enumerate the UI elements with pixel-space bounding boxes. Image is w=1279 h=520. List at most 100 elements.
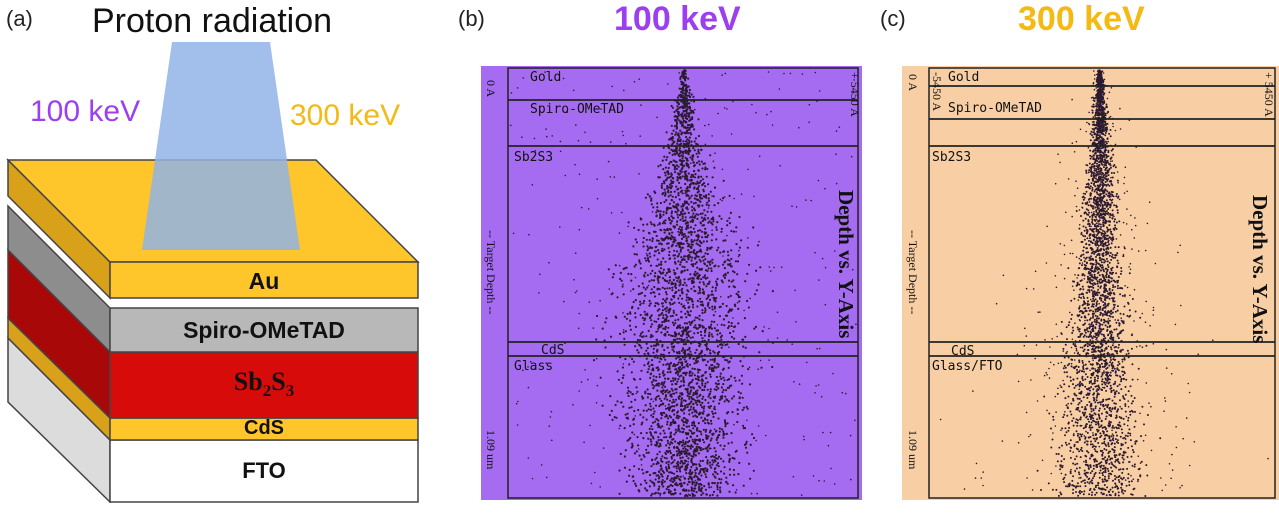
- ion-point: [1101, 389, 1103, 391]
- ion-point: [1079, 402, 1081, 404]
- ion-point: [681, 444, 683, 446]
- ion-point: [662, 402, 664, 404]
- ion-point: [702, 281, 704, 283]
- ion-point: [692, 182, 694, 184]
- ion-point: [733, 395, 735, 397]
- ion-point: [1087, 331, 1089, 333]
- ion-point: [707, 253, 709, 255]
- ion-point: [1061, 427, 1063, 429]
- ion-point: [691, 488, 693, 490]
- ion-point: [642, 230, 644, 232]
- ion-point: [710, 359, 712, 361]
- ion-point: [676, 127, 678, 129]
- ion-point: [1101, 383, 1103, 385]
- ion-point: [656, 288, 658, 290]
- ion-point: [681, 298, 683, 300]
- ion-point: [1122, 329, 1124, 331]
- ion-point: [687, 420, 689, 422]
- ion-point: [707, 361, 709, 363]
- ion-point: [624, 316, 626, 318]
- ion-point: [691, 241, 693, 243]
- ion-point: [1092, 136, 1094, 138]
- ion-point: [666, 389, 668, 391]
- ion-point: [707, 234, 709, 236]
- ion-point: [650, 265, 652, 267]
- ion-point: [1108, 282, 1110, 284]
- plot-b-layer-glass: Glass: [514, 359, 553, 374]
- ion-point: [1105, 418, 1107, 420]
- ion-point: [688, 490, 690, 492]
- ion-point: [771, 366, 773, 368]
- ion-point: [708, 482, 710, 484]
- ion-point: [668, 447, 670, 449]
- ion-point: [658, 210, 660, 212]
- ion-point: [768, 328, 770, 330]
- ion-point: [662, 314, 664, 316]
- ion-point: [706, 270, 708, 272]
- ion-point: [710, 376, 712, 378]
- ion-point: [670, 149, 672, 151]
- ion-point: [690, 234, 692, 236]
- ion-point: [634, 399, 636, 401]
- ion-point: [690, 226, 692, 228]
- ion-point: [648, 330, 650, 332]
- ion-point: [693, 128, 695, 130]
- ion-point: [665, 405, 667, 407]
- ion-point: [691, 195, 693, 197]
- ion-point: [656, 235, 658, 237]
- ion-point: [629, 425, 631, 427]
- ion-point: [641, 292, 643, 294]
- ion-point: [666, 293, 668, 295]
- ion-point: [681, 162, 683, 164]
- ion-point: [747, 247, 749, 249]
- ion-point: [696, 404, 698, 406]
- ion-point: [677, 203, 679, 205]
- ion-point: [596, 315, 598, 317]
- ion-point: [674, 171, 676, 173]
- ion-point: [679, 396, 681, 398]
- ion-point: [638, 173, 640, 175]
- ion-point: [714, 471, 716, 473]
- ion-point: [685, 472, 687, 474]
- ion-point: [690, 330, 692, 332]
- ion-point: [676, 326, 678, 328]
- ion-point: [635, 386, 637, 388]
- ion-point: [715, 238, 717, 240]
- ion-point: [687, 151, 689, 153]
- ion-point: [1100, 312, 1102, 314]
- ion-point: [676, 467, 678, 469]
- ion-point: [1097, 402, 1099, 404]
- ion-point: [791, 205, 793, 207]
- ion-point: [651, 203, 653, 205]
- ion-point: [1088, 289, 1090, 291]
- ion-point: [660, 413, 662, 415]
- ion-point: [1094, 293, 1096, 295]
- ion-point: [690, 112, 692, 114]
- ion-point: [737, 473, 739, 475]
- ion-point: [836, 183, 838, 185]
- ion-point: [1107, 260, 1109, 262]
- ion-point: [548, 262, 550, 264]
- ion-point: [679, 219, 681, 221]
- ion-point: [627, 417, 629, 419]
- ion-point: [724, 344, 726, 346]
- ion-point: [650, 405, 652, 407]
- ion-point: [722, 264, 724, 266]
- ion-point: [690, 231, 692, 233]
- ion-point: [707, 402, 709, 404]
- ion-point: [1076, 369, 1078, 371]
- ion-point: [648, 365, 650, 367]
- ion-point: [642, 397, 644, 399]
- ion-point: [683, 213, 685, 215]
- ion-point: [728, 280, 730, 282]
- ion-point: [658, 243, 660, 245]
- ion-point: [679, 232, 681, 234]
- ion-point: [660, 263, 662, 265]
- ion-point: [631, 393, 633, 395]
- ion-point: [707, 463, 709, 465]
- ion-point: [682, 118, 684, 120]
- ion-point: [1094, 448, 1096, 450]
- ion-point: [644, 480, 646, 482]
- ion-point: [717, 417, 719, 419]
- ion-point: [631, 443, 633, 445]
